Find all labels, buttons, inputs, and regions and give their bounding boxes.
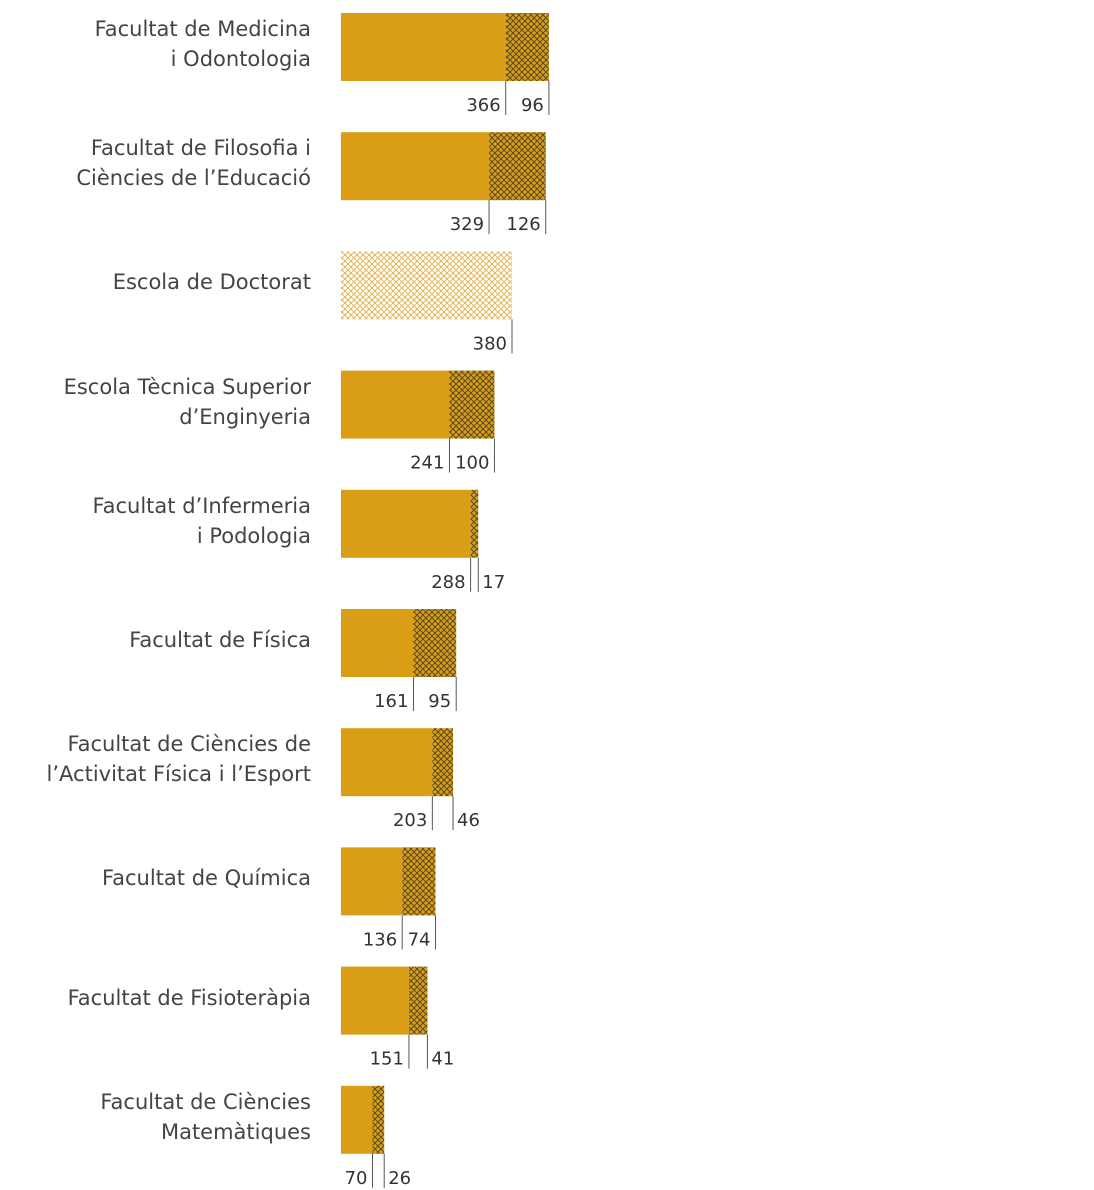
category-label: Facultat de Ciències de l’Activitat Físi… (46, 732, 311, 787)
bar-segment (341, 370, 450, 439)
bar-segment (408, 966, 428, 1035)
bar-segment (449, 370, 495, 439)
bar-segment (470, 489, 479, 558)
value-label: 74 (408, 929, 431, 950)
value-label: 161 (374, 691, 408, 712)
category-label: Facultat d’Infermeria i Podologia (92, 493, 311, 548)
bar-segment (489, 132, 546, 201)
value-label: 96 (521, 95, 544, 116)
category-label: Escola Tècnica Superior d’Enginyeria (63, 374, 311, 429)
bar-segment (341, 489, 471, 558)
value-label: 100 (455, 453, 489, 474)
bar-segment (341, 728, 433, 797)
category-label: Facultat de Medicina i Odontologia (94, 17, 311, 71)
bar-segment (432, 728, 454, 797)
bar-segment (341, 132, 490, 201)
bar-segment (341, 1085, 373, 1154)
value-label: 26 (388, 1168, 411, 1189)
value-label: 41 (431, 1049, 454, 1070)
value-label: 151 (370, 1049, 404, 1070)
category-label: Facultat de Filosofia i Ciències de l’Ed… (76, 136, 311, 191)
category-label: Facultat de Física (129, 628, 311, 652)
category-label: Facultat de Fisioteràpia (67, 985, 311, 1010)
bar-segment (413, 609, 457, 677)
value-label: 241 (410, 453, 444, 474)
bar-segment (402, 847, 436, 916)
value-label: 203 (393, 810, 427, 831)
value-label: 288 (431, 572, 465, 593)
category-label: Escola de Doctorat (112, 270, 311, 295)
value-label: 380 (473, 333, 507, 354)
bar-segment (505, 13, 549, 81)
bar-segment (372, 1085, 385, 1154)
bar-segment (341, 609, 414, 677)
bar-segment (341, 847, 403, 916)
category-label: Facultat de Ciències Matemàtiques (100, 1089, 311, 1144)
category-label: Facultat de Química (101, 866, 311, 891)
value-label: 70 (345, 1168, 368, 1189)
value-label: 17 (482, 572, 505, 593)
value-label: 95 (428, 691, 451, 712)
value-label: 136 (363, 929, 397, 950)
value-label: 366 (466, 95, 500, 116)
bar-segment (341, 13, 506, 81)
value-label: 329 (450, 214, 484, 235)
value-label: 46 (457, 810, 480, 831)
bar-segment (341, 251, 512, 320)
value-label: 126 (506, 214, 540, 235)
bar-segment (341, 966, 409, 1035)
